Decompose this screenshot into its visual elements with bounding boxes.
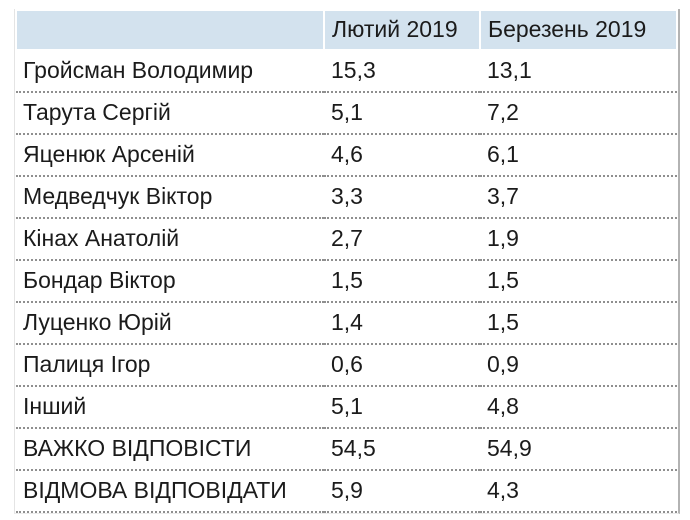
march-value-cell: 6,1	[480, 134, 677, 177]
politician-name-cell: ВАЖКО ВІДПОВІСТИ	[16, 428, 324, 471]
march-value-cell: 3,7	[480, 176, 677, 219]
february-value-cell: 0,6	[324, 344, 480, 387]
february-value-cell: 2,7	[324, 218, 480, 261]
table-row: ВІДМОВА ВІДПОВІДАТИ 5,9 4,3	[16, 470, 677, 513]
march-value-cell: 0,9	[480, 344, 677, 387]
february-value-cell: 3,3	[324, 176, 480, 219]
politician-name-cell: Медведчук Віктор	[16, 176, 324, 219]
politician-name-cell: ВІДМОВА ВІДПОВІДАТИ	[16, 470, 324, 513]
february-value-cell: 1,4	[324, 302, 480, 345]
february-value-cell: 15,3	[324, 49, 480, 93]
politician-name-cell: Гройсман Володимир	[16, 49, 324, 93]
february-value-cell: 5,1	[324, 92, 480, 135]
politician-name-cell: Палиця Ігор	[16, 344, 324, 387]
table-row: ВАЖКО ВІДПОВІСТИ 54,5 54,9	[16, 428, 677, 471]
march-value-cell: 54,9	[480, 428, 677, 471]
table-row: Луценко Юрій 1,4 1,5	[16, 302, 677, 345]
table-row: Тарута Сергій 5,1 7,2	[16, 92, 677, 135]
header-cell-march: Березень 2019	[479, 9, 678, 51]
poll-results-table: Лютий 2019 Березень 2019 Гройсман Володи…	[15, 9, 678, 513]
header-row: Лютий 2019 Березень 2019	[15, 9, 678, 51]
politician-name-cell: Тарута Сергій	[16, 92, 324, 135]
politician-name-cell: Кінах Анатолій	[16, 218, 324, 261]
politician-name-cell: Яценюк Арсеній	[16, 134, 324, 177]
march-value-cell: 13,1	[480, 49, 677, 93]
march-value-cell: 1,5	[480, 302, 677, 345]
march-value-cell: 1,5	[480, 260, 677, 303]
table-row: Бондар Віктор 1,5 1,5	[16, 260, 677, 303]
march-value-cell: 1,9	[480, 218, 677, 261]
february-value-cell: 54,5	[324, 428, 480, 471]
march-value-cell: 7,2	[480, 92, 677, 135]
table-header: Лютий 2019 Березень 2019	[15, 9, 678, 51]
table-row: Яценюк Арсеній 4,6 6,1	[16, 134, 677, 177]
poll-results-table-container: Лютий 2019 Березень 2019 Гройсман Володи…	[14, 9, 680, 514]
politician-name-cell: Інший	[16, 386, 324, 429]
table-row: Інший 5,1 4,8	[16, 386, 677, 429]
table-body: Гройсман Володимир 15,3 13,1 Тарута Сергій 5…	[16, 49, 677, 513]
header-cell-february: Лютий 2019	[323, 9, 481, 51]
table-row: Кінах Анатолій 2,7 1,9	[16, 218, 677, 261]
header-cell-empty	[15, 9, 325, 51]
table-row: Палиця Ігор 0,6 0,9	[16, 344, 677, 387]
table-row: Гройсман Володимир 15,3 13,1	[16, 49, 677, 93]
politician-name-cell: Луценко Юрій	[16, 302, 324, 345]
february-value-cell: 1,5	[324, 260, 480, 303]
table-row: Медведчук Віктор 3,3 3,7	[16, 176, 677, 219]
march-value-cell: 4,3	[480, 470, 677, 513]
politician-name-cell: Бондар Віктор	[16, 260, 324, 303]
march-value-cell: 4,8	[480, 386, 677, 429]
february-value-cell: 4,6	[324, 134, 480, 177]
february-value-cell: 5,9	[324, 470, 480, 513]
february-value-cell: 5,1	[324, 386, 480, 429]
